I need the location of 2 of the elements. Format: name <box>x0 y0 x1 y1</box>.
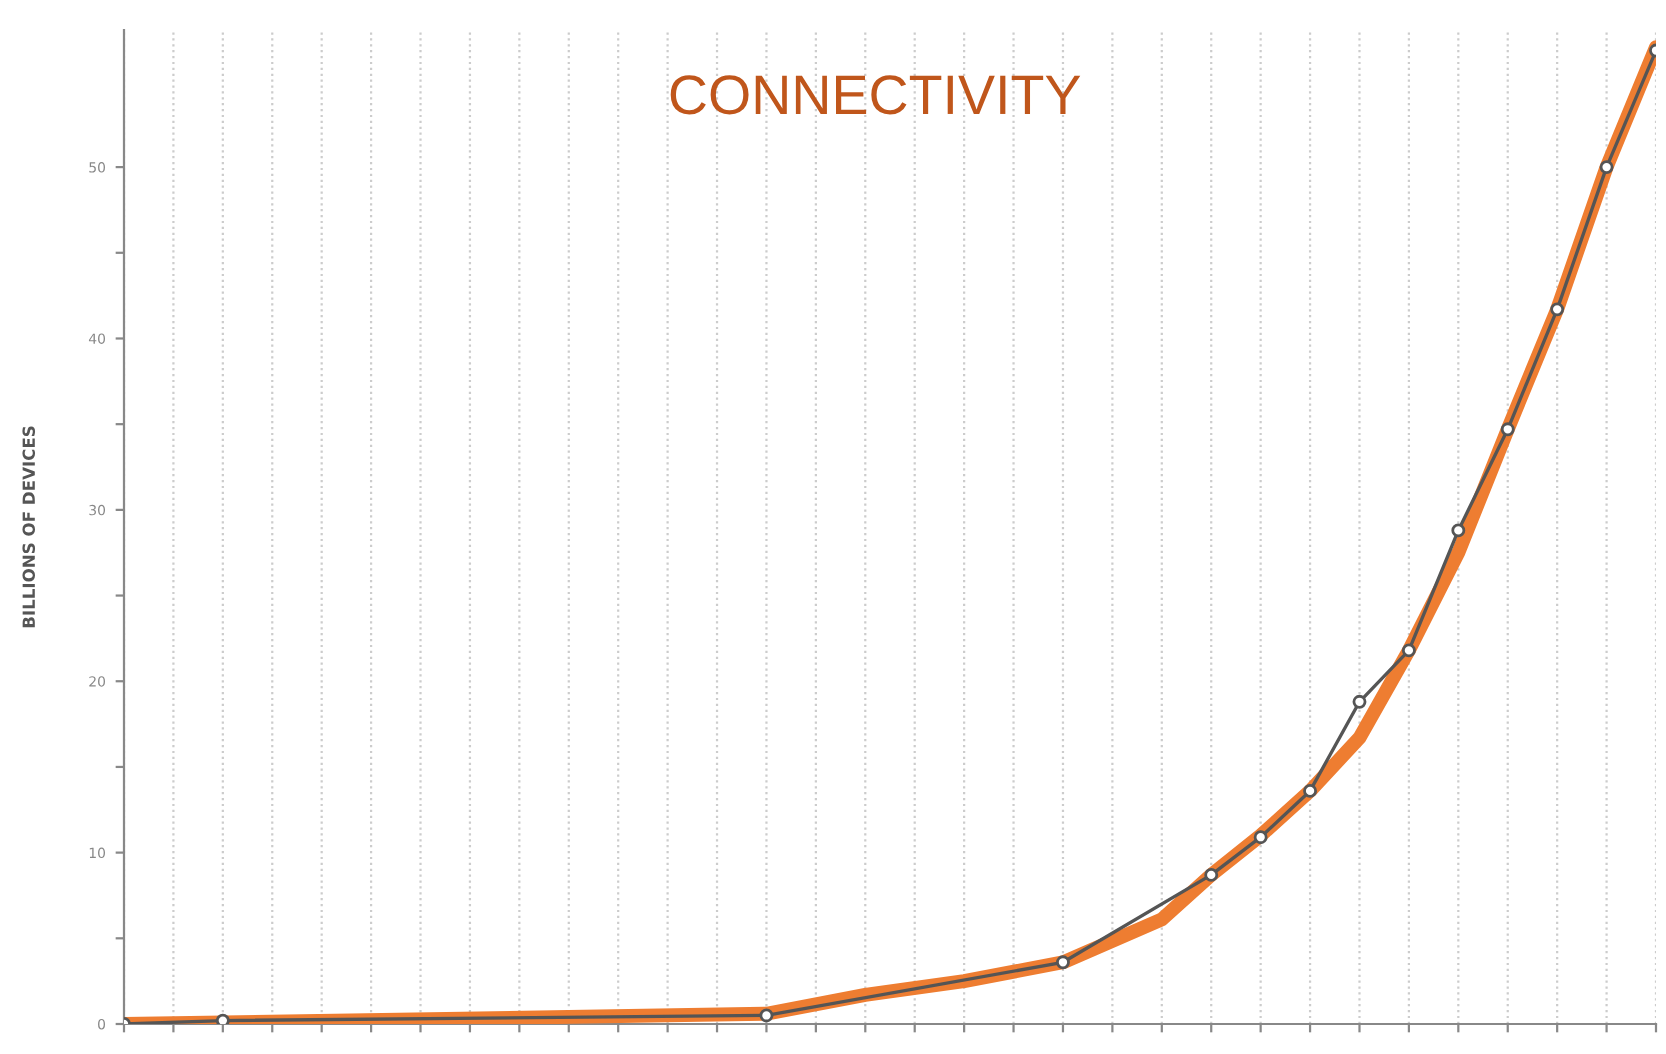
text: CONNECTIVITY <box>670 75 1081 115</box>
y-axis-title: BILLIONS OF DEVICES <box>22 426 36 628</box>
